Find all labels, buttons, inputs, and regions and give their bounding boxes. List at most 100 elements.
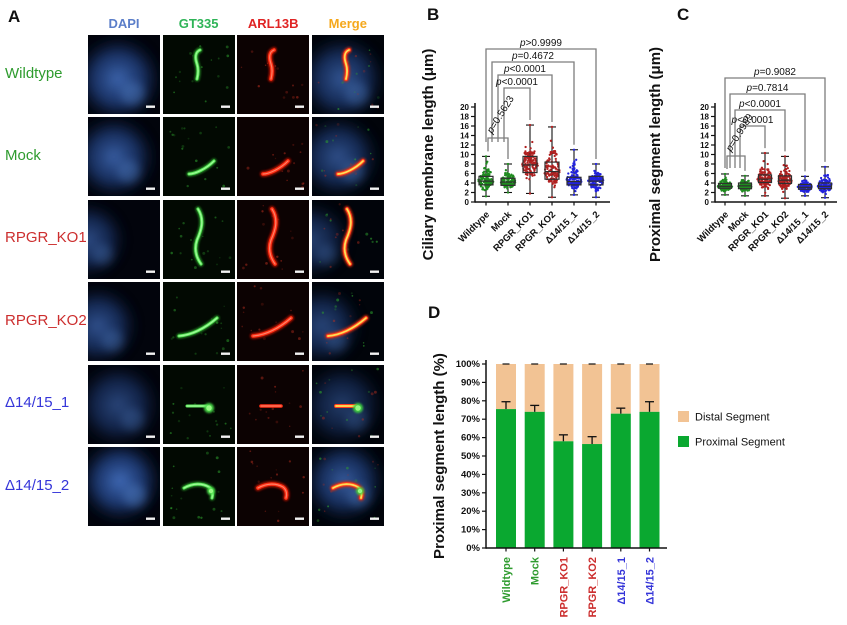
svg-text:12: 12 [700, 141, 709, 150]
svg-text:80%: 80% [461, 396, 481, 407]
row-label-4: Δ14/15_1 [5, 394, 70, 412]
group-1: Mock [489, 162, 517, 234]
svg-text:70%: 70% [461, 414, 481, 425]
x-label-3: RPGR_KO2 [587, 557, 599, 618]
significance-brackets [724, 77, 826, 172]
tile-row1-arl13b [237, 117, 310, 197]
bar-4: Δ14/15_1 [610, 363, 631, 605]
svg-text:2: 2 [705, 188, 710, 197]
chart-b-ciliary-membrane-length: 02468101214161820WildtypeMockRPGR_KO1RPG… [420, 38, 610, 260]
svg-text:p<0.0001: p<0.0001 [495, 77, 538, 88]
svg-text:p<0.0001: p<0.0001 [738, 99, 781, 110]
axes [474, 103, 610, 203]
axes [714, 103, 837, 203]
chart-d-proximal-segment-percent: Wildtype Mock RPGR_KO1 RPGR_KO2 Δ14/15_1 Δ14/… [431, 353, 785, 618]
tile-row5-arl13b [237, 447, 310, 526]
tile-row2-dapi [88, 199, 160, 279]
tile-row2-arl13b [237, 199, 310, 279]
tile-row2-merge [311, 199, 384, 279]
panel-d-label: D [428, 303, 441, 322]
svg-text:2: 2 [465, 188, 470, 197]
svg-text:p=0.7814: p=0.7814 [746, 83, 789, 94]
bar-2: RPGR_KO1 [553, 363, 574, 618]
svg-text:50%: 50% [461, 451, 481, 462]
tile-row2-gt335 [162, 199, 235, 279]
channel-header-dapi: DAPI [108, 16, 140, 31]
svg-text:60%: 60% [461, 433, 481, 444]
svg-text:0: 0 [465, 198, 470, 207]
group-5: Δ14/15_2 [794, 165, 833, 246]
svg-text:40%: 40% [461, 469, 481, 480]
svg-text:p<0.0001: p<0.0001 [731, 115, 774, 126]
svg-text:0%: 0% [466, 543, 480, 554]
legend: Distal Segment Proximal Segment [678, 411, 785, 449]
svg-text:16: 16 [700, 122, 709, 131]
tile-row5-merge [311, 447, 384, 526]
svg-text:p<0.0001: p<0.0001 [503, 64, 546, 75]
svg-text:14: 14 [460, 131, 469, 140]
svg-text:4: 4 [465, 179, 470, 188]
row-label-1: Mock [5, 146, 41, 164]
svg-text:p=0.4672: p=0.4672 [511, 51, 554, 62]
bar-1: Mock [524, 363, 545, 585]
svg-text:p=0.9082: p=0.9082 [753, 67, 796, 78]
svg-text:90%: 90% [461, 377, 481, 388]
tile-row0-dapi [88, 35, 160, 114]
y-axis-title: Proximal segment length (%) [431, 353, 448, 559]
svg-text:8: 8 [705, 160, 710, 169]
chart-c-proximal-segment-length: 02468101214161820WildtypeMockRPGR_KO1RPG… [647, 47, 837, 262]
row-label-5: Δ14/15_2 [5, 476, 70, 494]
tile-row1-gt335 [162, 117, 235, 197]
y-ticks: 0% 10% 20% 30% 40% 50% 60% 70% 80% 90% 100% [456, 359, 486, 554]
tile-row4-merge [311, 364, 384, 444]
svg-text:8: 8 [465, 160, 470, 169]
x-label-0: Wildtype [456, 209, 492, 245]
tile-row4-gt335 [162, 364, 235, 444]
bar-5: Δ14/15_2 [639, 363, 660, 605]
svg-text:18: 18 [460, 112, 469, 121]
svg-text:p>0.9999: p>0.9999 [519, 38, 562, 49]
tile-row0-merge [311, 35, 384, 114]
svg-text:6: 6 [705, 169, 710, 178]
tile-row0-arl13b [237, 35, 310, 114]
svg-text:10: 10 [700, 150, 709, 159]
panel-a-label: A [8, 7, 21, 26]
significance-brackets [485, 48, 597, 159]
y-axis-title: Proximal segment length (μm) [647, 47, 664, 262]
tile-row5-gt335 [162, 447, 235, 526]
svg-text:4: 4 [705, 179, 710, 188]
tile-row4-arl13b [237, 364, 310, 444]
tile-row1-merge [311, 117, 384, 197]
panel-c-label: C [677, 5, 690, 24]
svg-text:20: 20 [700, 103, 709, 112]
svg-text:10: 10 [460, 150, 469, 159]
svg-text:100%: 100% [456, 359, 481, 370]
svg-text:16: 16 [460, 122, 469, 131]
channel-header-arl13b: ARL13B [247, 16, 299, 31]
x-label-5: Δ14/15_2 [645, 557, 657, 605]
svg-text:14: 14 [700, 131, 709, 140]
row-label-3: RPGR_KO2 [5, 311, 87, 329]
bar-3: RPGR_KO2 [582, 363, 603, 618]
legend-label-0: Distal Segment [695, 412, 770, 424]
svg-text:20: 20 [460, 103, 469, 112]
channel-header-gt335: GT335 [178, 16, 219, 31]
legend-label-1: Proximal Segment [695, 437, 785, 449]
x-label-2: RPGR_KO1 [558, 557, 570, 618]
tile-row3-arl13b [237, 282, 310, 362]
svg-text:12: 12 [460, 141, 469, 150]
panel-b-label: B [427, 5, 440, 24]
row-label-0: Wildtype [5, 64, 63, 82]
svg-text:20%: 20% [461, 506, 481, 517]
axes [485, 360, 667, 549]
tile-row4-dapi [88, 364, 160, 444]
svg-text:30%: 30% [461, 488, 481, 499]
x-label-4: Δ14/15_1 [616, 557, 628, 605]
tile-row5-dapi [88, 447, 160, 526]
tile-row3-gt335 [162, 282, 235, 362]
channel-header-merge: Merge [328, 16, 367, 31]
svg-text:6: 6 [465, 169, 470, 178]
